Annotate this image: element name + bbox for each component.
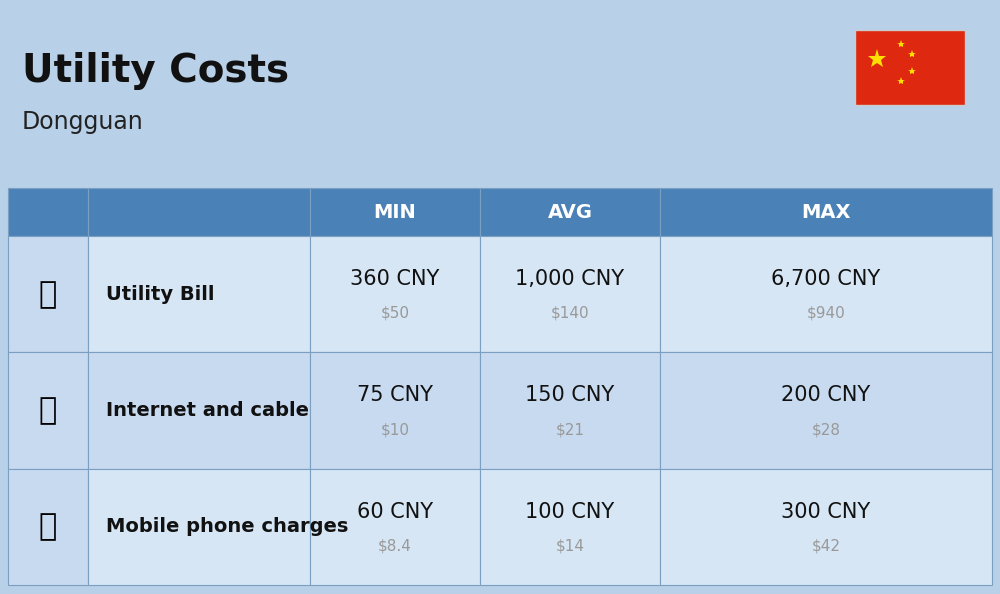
Text: MIN: MIN	[374, 203, 416, 222]
Text: $21: $21	[556, 422, 584, 437]
Text: Dongguan: Dongguan	[22, 110, 144, 134]
Text: 📶: 📶	[39, 396, 57, 425]
FancyBboxPatch shape	[480, 469, 660, 585]
FancyBboxPatch shape	[480, 188, 660, 236]
FancyBboxPatch shape	[660, 469, 992, 585]
Text: $28: $28	[812, 422, 840, 437]
Text: 1,000 CNY: 1,000 CNY	[515, 269, 625, 289]
Text: 📱: 📱	[39, 513, 57, 541]
Text: $50: $50	[380, 306, 410, 321]
Text: 200 CNY: 200 CNY	[781, 386, 871, 405]
FancyBboxPatch shape	[8, 469, 88, 585]
Text: 150 CNY: 150 CNY	[525, 386, 615, 405]
FancyBboxPatch shape	[8, 352, 88, 469]
Text: 100 CNY: 100 CNY	[525, 502, 615, 522]
Text: $14: $14	[556, 538, 584, 554]
Text: $8.4: $8.4	[378, 538, 412, 554]
Text: $42: $42	[812, 538, 840, 554]
FancyBboxPatch shape	[480, 236, 660, 352]
Text: AVG: AVG	[548, 203, 592, 222]
Text: 300 CNY: 300 CNY	[781, 502, 871, 522]
Text: $940: $940	[807, 306, 845, 321]
Text: 🔌: 🔌	[39, 280, 57, 309]
Text: $140: $140	[551, 306, 589, 321]
FancyBboxPatch shape	[660, 188, 992, 236]
FancyBboxPatch shape	[660, 352, 992, 469]
FancyBboxPatch shape	[660, 236, 992, 352]
Text: Internet and cable: Internet and cable	[106, 401, 309, 420]
Text: 60 CNY: 60 CNY	[357, 502, 433, 522]
Text: 75 CNY: 75 CNY	[357, 386, 433, 405]
FancyBboxPatch shape	[88, 352, 310, 469]
Text: Mobile phone charges: Mobile phone charges	[106, 517, 348, 536]
Text: 6,700 CNY: 6,700 CNY	[771, 269, 881, 289]
FancyBboxPatch shape	[310, 236, 480, 352]
FancyBboxPatch shape	[88, 469, 310, 585]
FancyBboxPatch shape	[855, 30, 965, 105]
FancyBboxPatch shape	[8, 188, 88, 236]
FancyBboxPatch shape	[88, 188, 310, 236]
FancyBboxPatch shape	[310, 188, 480, 236]
FancyBboxPatch shape	[310, 352, 480, 469]
FancyBboxPatch shape	[480, 352, 660, 469]
Text: 360 CNY: 360 CNY	[350, 269, 440, 289]
Text: Utility Bill: Utility Bill	[106, 285, 214, 304]
FancyBboxPatch shape	[88, 236, 310, 352]
Text: Utility Costs: Utility Costs	[22, 52, 289, 90]
FancyBboxPatch shape	[8, 236, 88, 352]
Text: $10: $10	[380, 422, 410, 437]
Text: MAX: MAX	[801, 203, 851, 222]
FancyBboxPatch shape	[310, 469, 480, 585]
